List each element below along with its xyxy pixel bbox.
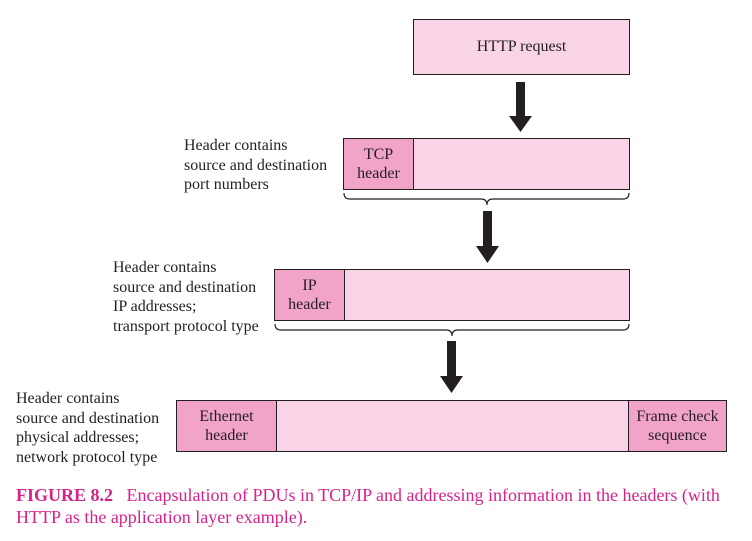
figure-label: FIGURE 8.2 (16, 485, 114, 505)
ethernet-header-note: Header contains source and destination p… (16, 389, 159, 467)
brace-icon (343, 192, 630, 206)
brace-icon (274, 323, 630, 337)
ethernet-header-cell: Ethernet header (177, 401, 277, 451)
down-arrow-icon (476, 211, 499, 263)
ip-header-label-2: header (288, 296, 331, 313)
tcp-header-note: Header contains source and destination p… (184, 136, 327, 195)
down-arrow-icon (509, 82, 532, 132)
tcp-note-line: source and destination (184, 156, 328, 174)
ethernet-note-line: network protocol type (16, 448, 158, 466)
tcp-header-label-1: TCP (363, 146, 394, 163)
fcs-label-1: Frame check (636, 408, 719, 425)
figure-caption: FIGURE 8.2 Encapsulation of PDUs in TCP/… (16, 484, 736, 528)
ip-header-cell: IP header (275, 270, 345, 320)
http-request-label: HTTP request (476, 38, 567, 55)
down-arrow-icon (440, 341, 463, 393)
ethernet-header-label-1: Ethernet (199, 408, 254, 425)
ethernet-note-line: Header contains (16, 390, 120, 407)
ethernet-note-line: physical addresses; (16, 429, 140, 446)
tcp-header-label-2: header (357, 165, 400, 182)
frame-check-sequence-cell: Frame check sequence (628, 401, 726, 451)
ip-packet-box: IP header (274, 269, 630, 321)
tcp-header-cell: TCP header (344, 139, 414, 189)
ethernet-frame-box: Ethernet header Frame check sequence (176, 400, 727, 452)
ip-note-line: Header contains (113, 259, 217, 276)
ethernet-note-line: source and destination (16, 409, 160, 427)
ip-note-line: IP addresses; (113, 298, 197, 315)
tcp-note-line: port numbers (184, 176, 269, 193)
ip-note-line: transport protocol type (113, 317, 259, 335)
ip-header-note: Header contains source and destination I… (113, 258, 259, 336)
tcp-note-line: Header contains (184, 137, 288, 154)
fcs-label-2: sequence (648, 427, 707, 444)
tcp-segment-box: TCP header (343, 138, 630, 190)
http-request-box: HTTP request (413, 19, 630, 75)
figure-caption-text: Encapsulation of PDUs in TCP/IP and addr… (16, 485, 720, 527)
ip-note-line: source and destination (113, 278, 257, 296)
ip-header-label-1: IP (302, 277, 317, 294)
ethernet-header-label-2: header (205, 427, 248, 444)
